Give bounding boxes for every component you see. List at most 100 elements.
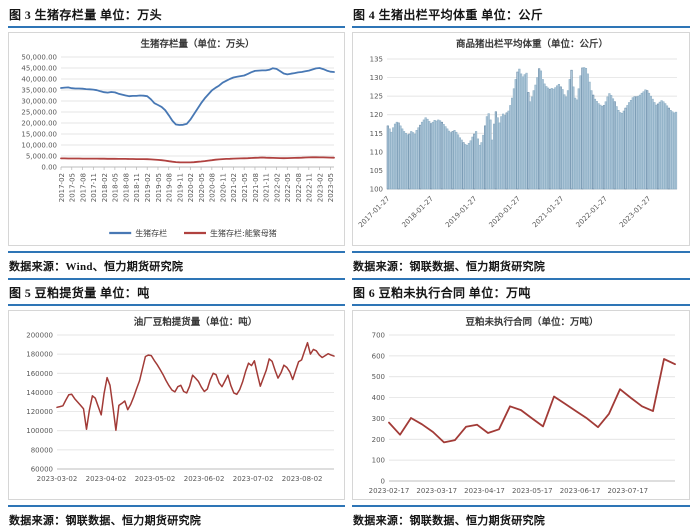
x-tick-label: 2017-11 xyxy=(90,173,98,202)
x-tick-label: 2020-08 xyxy=(209,173,217,202)
y-tick-label: 120 xyxy=(370,111,383,119)
legend-label: 生猪存栏:能繁母猪 xyxy=(210,228,277,238)
x-tick-label: 2022-11 xyxy=(306,173,314,202)
x-tick-label: 2021-05 xyxy=(241,173,249,202)
y-tick-label: 700 xyxy=(372,332,385,340)
y-tick-label: 180000 xyxy=(26,351,53,359)
soymeal-open-contracts-svg: 豆粕未执行合同（单位：万吨） 0 100 200 300 400 500 600 700 2023… xyxy=(369,316,676,495)
y-tick-label: 60000 xyxy=(31,466,53,474)
x-tick-label: 2019-01-27 xyxy=(444,195,478,229)
x-tick-label: 2022-01-27 xyxy=(574,195,608,229)
y-tick-label: 105 xyxy=(370,167,383,175)
fig6-source: 数据来源：钢联数据、恒力期货研究院 xyxy=(352,505,690,532)
x-tick-label: 2017-05 xyxy=(69,173,77,202)
y-tick-label: 160000 xyxy=(26,370,53,378)
x-tick-label: 2023-03-17 xyxy=(416,487,457,495)
chart-title: 商品猪出栏平均体重（单位：公斤） xyxy=(456,38,608,50)
y-tick-label: 130 xyxy=(370,74,383,82)
x-tick-label: 2018-05 xyxy=(112,173,120,202)
y-axis: 0.00 5,000.00 10,000.00 15,000.00 20,000.00 2… xyxy=(21,54,334,172)
x-tick-label: 2023-05-17 xyxy=(512,487,553,495)
chart-title: 豆粕未执行合同（单位：万吨） xyxy=(465,316,598,328)
y-tick-label: 120000 xyxy=(26,408,53,416)
y-axis: 60000 80000 100000 120000 140000 160000 180000… xyxy=(26,332,334,474)
y-tick-label: 100 xyxy=(370,186,383,194)
chart-title: 油厂豆粕提货量（单位：吨） xyxy=(134,316,258,328)
x-tick-label: 2023-06-02 xyxy=(184,475,225,483)
x-tick-label: 2018-11 xyxy=(133,173,141,202)
x-tick-label: 2019-11 xyxy=(176,173,184,202)
y-tick-label: 115 xyxy=(370,130,383,138)
x-tick-label: 2022-02 xyxy=(273,173,281,202)
left-column: 图 3 生猪存栏量 单位：万头 生猪存栏量（单位：万头） 0.00 5,000.00… xyxy=(8,2,345,532)
y-tick-label: 300 xyxy=(372,415,385,423)
x-axis: 2023-03-02 2023-04-02 2023-05-02 2023-06-02… xyxy=(37,475,323,483)
y-tick-label: 200000 xyxy=(26,332,53,340)
x-tick-label: 2023-05 xyxy=(327,173,335,202)
y-tick-label: 30,000.00 xyxy=(21,98,57,106)
legend: 生猪存栏 生猪存栏:能繁母猪 xyxy=(109,228,277,238)
x-tick-label: 2020-01-27 xyxy=(487,195,521,229)
x-tick-label: 2023-02-17 xyxy=(369,487,410,495)
y-axis: 0 100 200 300 400 500 600 700 xyxy=(372,332,675,486)
x-tick-label: 2023-06-17 xyxy=(560,487,601,495)
x-tick-label: 2021-02 xyxy=(230,173,238,202)
x-axis: 2017-01-27 2018-01-27 2019-01-27 2020-01-27… xyxy=(357,195,652,229)
fig3-caption: 图 3 生猪存栏量 单位：万头 xyxy=(8,2,345,28)
x-tick-label: 2018-02 xyxy=(101,173,109,202)
right-column: 图 4 生猪出栏平均体重 单位：公斤 商品猪出栏平均体重（单位：公斤） 100 10… xyxy=(352,2,690,532)
y-tick-label: 200 xyxy=(372,436,385,444)
y-tick-label: 110 xyxy=(370,148,383,156)
x-tick-label: 2020-11 xyxy=(219,173,227,202)
y-tick-label: 80000 xyxy=(31,446,53,454)
y-tick-label: 40,000.00 xyxy=(21,76,57,84)
x-tick-label: 2023-01-27 xyxy=(618,195,652,229)
x-tick-label: 2022-05 xyxy=(284,173,292,202)
y-tick-label: 5,000.00 xyxy=(26,153,57,161)
y-tick-label: 125 xyxy=(370,93,383,101)
y-tick-label: 100 xyxy=(372,457,385,465)
x-tick-label: 2017-08 xyxy=(79,173,87,202)
x-tick-label: 2023-07-02 xyxy=(233,475,274,483)
x-tick-label: 2021-01-27 xyxy=(531,195,565,229)
x-axis: 2023-02-17 2023-03-17 2023-04-17 2023-05-17… xyxy=(369,487,648,495)
fig6-caption: 图 6 豆粕未执行合同 单位：万吨 xyxy=(352,280,690,306)
x-tick-label: 2023-04-17 xyxy=(464,487,505,495)
fig3-source: 数据来源：Wind、恒力期货研究院 xyxy=(8,251,345,280)
x-tick-label: 2018-08 xyxy=(122,173,130,202)
y-tick-label: 50,000.00 xyxy=(21,54,57,62)
series-line xyxy=(388,358,676,444)
y-tick-label: 0.00 xyxy=(41,164,57,172)
x-tick-label: 2021-11 xyxy=(263,173,271,202)
x-tick-label: 2019-02 xyxy=(144,173,152,202)
x-tick-label: 2017-01-27 xyxy=(357,195,391,229)
y-tick-label: 0 xyxy=(381,478,385,486)
bars xyxy=(386,67,678,190)
x-tick-label: 2023-05-02 xyxy=(135,475,176,483)
fig3-chart: 生猪存栏量（单位：万头） 0.00 5,000.00 10,000.00 15,000.… xyxy=(8,32,345,246)
legend-label: 生猪存栏 xyxy=(135,228,167,238)
fig5-source: 数据来源：钢联数据、恒力期货研究院 xyxy=(8,505,345,532)
y-tick-label: 45,000.00 xyxy=(21,65,57,73)
x-tick-label: 2021-08 xyxy=(252,173,260,202)
x-tick-label: 2023-02 xyxy=(316,173,324,202)
x-tick-label: 2019-08 xyxy=(166,173,174,202)
hog-slaughter-weight-svg: 商品猪出栏平均体重（单位：公斤） 100 105 110 115 120 125 130 135… xyxy=(357,38,678,229)
y-tick-label: 135 xyxy=(370,56,383,64)
y-tick-label: 10,000.00 xyxy=(21,142,57,150)
fig4-chart: 商品猪出栏平均体重（单位：公斤） 100 105 110 115 120 125 130 135… xyxy=(352,32,690,246)
x-tick-label: 2023-03-02 xyxy=(37,475,78,483)
y-tick-label: 500 xyxy=(372,373,385,381)
fig5-chart: 油厂豆粕提货量（单位：吨） 60000 80000 100000 120000 14000… xyxy=(8,310,345,500)
y-tick-label: 25,000.00 xyxy=(21,109,57,117)
y-tick-label: 100000 xyxy=(26,427,53,435)
x-tick-label: 2018-01-27 xyxy=(400,195,434,229)
x-tick-label: 2023-08-02 xyxy=(282,475,323,483)
y-tick-label: 400 xyxy=(372,394,385,402)
y-tick-label: 15,000.00 xyxy=(21,131,57,139)
series-line xyxy=(56,341,335,431)
fig4-caption: 图 4 生猪出栏平均体重 单位：公斤 xyxy=(352,2,690,28)
x-tick-label: 2020-05 xyxy=(198,173,206,202)
y-tick-label: 35,000.00 xyxy=(21,87,57,95)
